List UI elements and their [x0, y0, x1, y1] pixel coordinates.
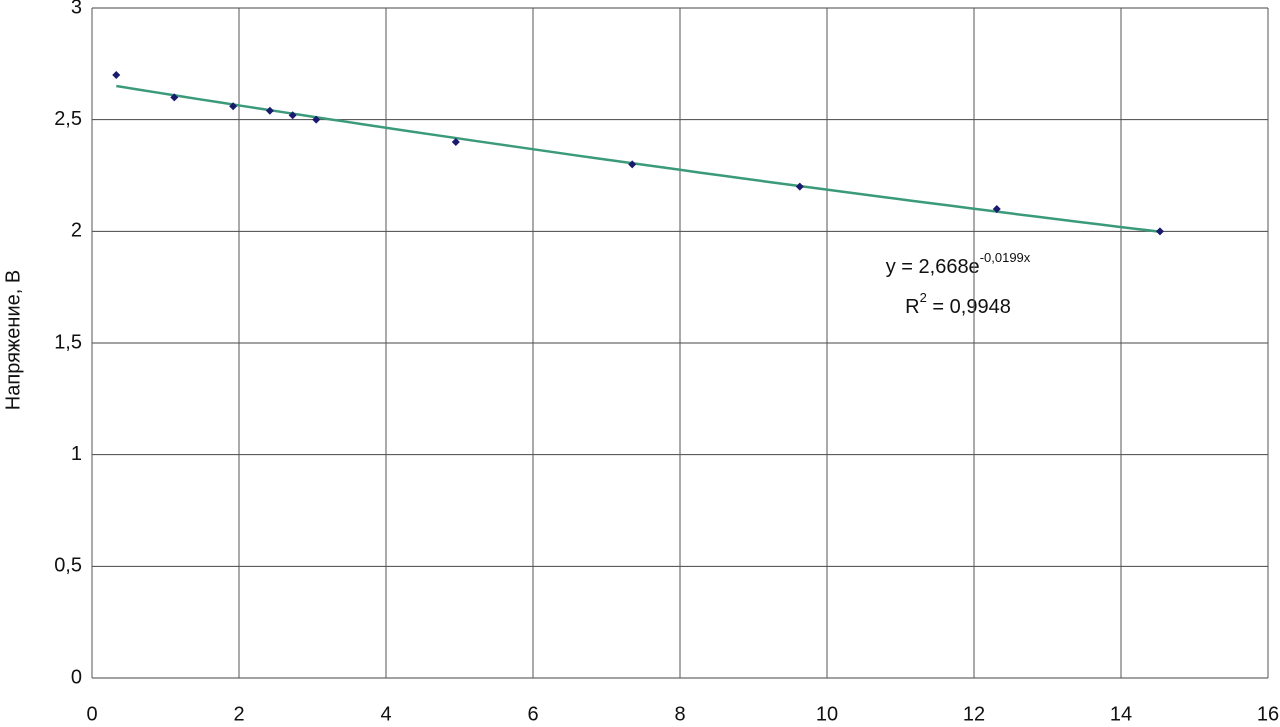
data-point — [1155, 227, 1164, 236]
x-tick-label: 12 — [963, 703, 985, 725]
y-tick-label: 0,5 — [54, 555, 82, 577]
data-point — [628, 160, 637, 169]
trendline — [116, 84, 1161, 234]
x-tick-label: 14 — [1110, 703, 1132, 725]
data-point — [265, 106, 274, 115]
y-tick-label: 1 — [71, 443, 82, 465]
y-axis-title: Напряжение, В — [2, 270, 24, 410]
data-point — [795, 182, 804, 191]
data-point — [112, 71, 121, 79]
data-point — [288, 111, 297, 120]
r2-value: = 0,9948 — [927, 296, 1011, 318]
x-tick-label: 4 — [380, 703, 391, 725]
r-squared: R2 = 0,9948 — [905, 290, 1011, 318]
y-tick-label: 1,5 — [54, 331, 82, 353]
y-tick-label: 2,5 — [54, 108, 82, 130]
equation-text: y = 2,668e — [886, 256, 980, 278]
y-tick-label: 3 — [71, 0, 82, 18]
data-point — [170, 93, 179, 102]
r2-sup: 2 — [920, 290, 927, 305]
y-tick-label: 0 — [71, 666, 82, 688]
x-tick-label: 8 — [674, 703, 685, 725]
y-tick-label: 2 — [71, 220, 82, 242]
data-point — [312, 115, 321, 124]
x-tick-label: 10 — [816, 703, 838, 725]
equation-exponent: -0,0199x — [980, 250, 1031, 265]
trend-equation: y = 2,668e-0,0199x — [886, 250, 1031, 278]
data-point — [451, 138, 460, 146]
data-point — [992, 205, 1001, 213]
data-point — [229, 102, 238, 111]
x-tick-label: 16 — [1257, 703, 1279, 725]
r2-base: R — [905, 296, 919, 318]
x-tick-label: 0 — [86, 703, 97, 725]
x-tick-label: 6 — [527, 703, 538, 725]
x-tick-label: 2 — [233, 703, 244, 725]
